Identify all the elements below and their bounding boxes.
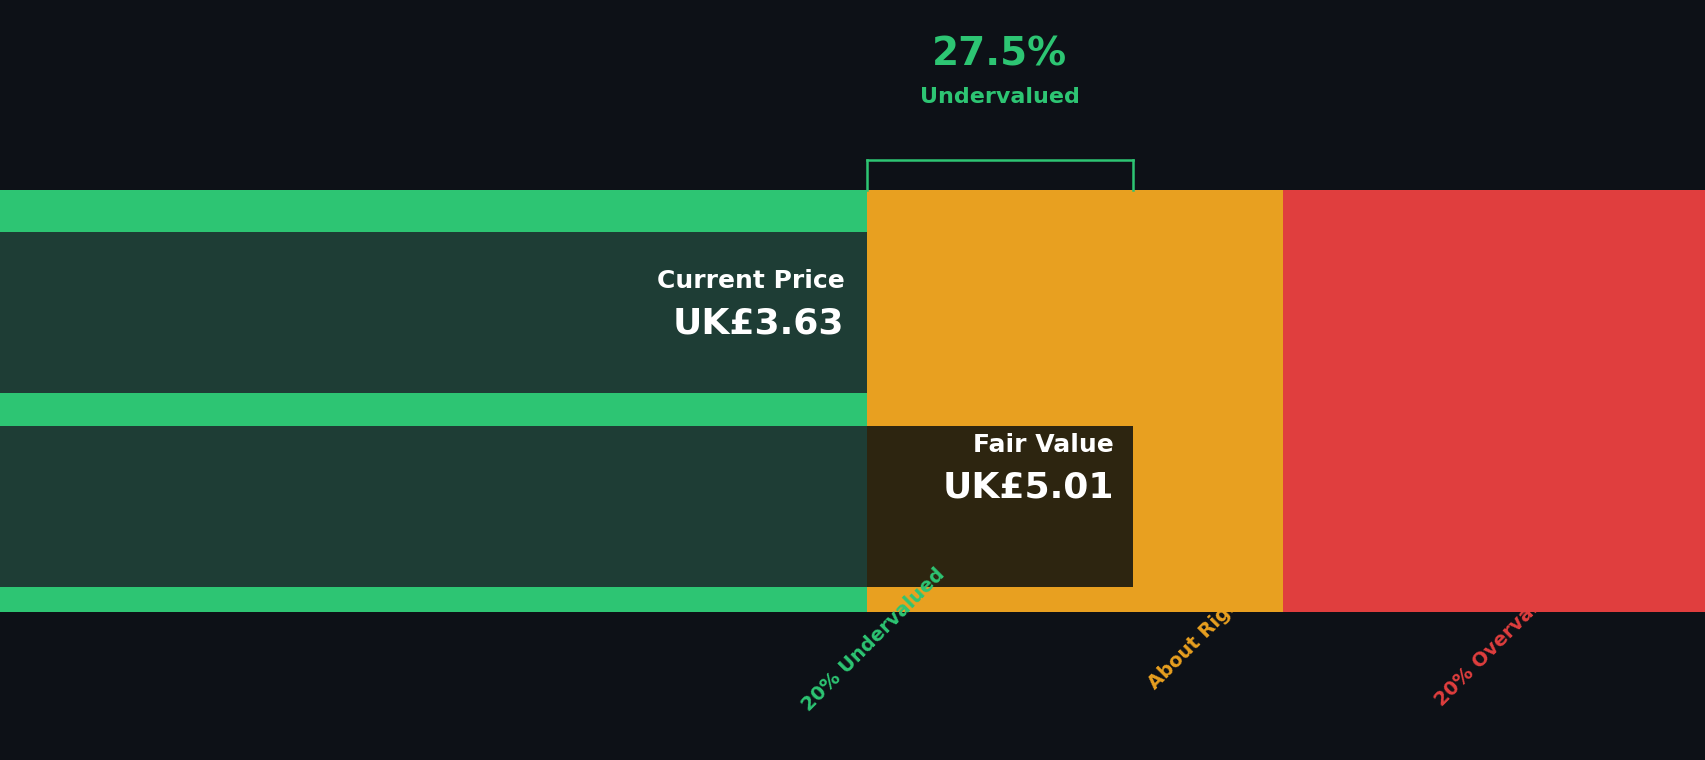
Text: Current Price: Current Price [656, 269, 844, 293]
Bar [866, 190, 1282, 613]
Text: UK£5.01: UK£5.01 [941, 470, 1113, 505]
Bar [0, 393, 866, 426]
Text: 27.5%: 27.5% [931, 36, 1067, 74]
Text: About Right: About Right [1144, 587, 1250, 693]
Text: 20% Undervalued: 20% Undervalued [798, 565, 948, 715]
Bar [0, 426, 866, 587]
Text: 20% Overvalued: 20% Overvalued [1430, 570, 1570, 710]
Text: Undervalued: Undervalued [919, 87, 1079, 107]
Bar [0, 233, 866, 393]
Text: UK£3.63: UK£3.63 [672, 306, 844, 340]
Bar [1282, 190, 1705, 613]
Bar [866, 426, 1132, 587]
Bar [0, 190, 866, 233]
Bar [0, 587, 866, 613]
Bar [0, 190, 866, 613]
Text: Fair Value: Fair Value [972, 433, 1113, 458]
